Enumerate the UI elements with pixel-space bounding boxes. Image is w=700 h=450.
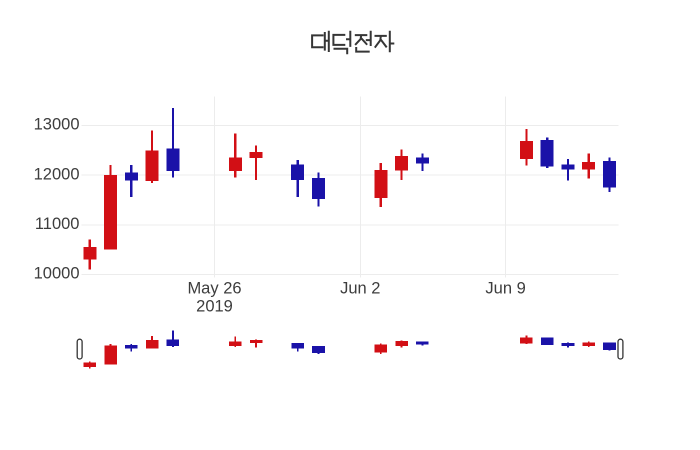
svg-text:2019: 2019 bbox=[196, 297, 233, 315]
svg-text:Jun 9: Jun 9 bbox=[485, 280, 525, 298]
svg-text:11000: 11000 bbox=[35, 215, 80, 233]
svg-text:12000: 12000 bbox=[34, 165, 80, 183]
svg-text:Jun 2: Jun 2 bbox=[340, 280, 380, 298]
svg-text:13000: 13000 bbox=[34, 116, 80, 134]
svg-text:10000: 10000 bbox=[34, 265, 80, 283]
svg-text:May 26: May 26 bbox=[187, 280, 241, 298]
